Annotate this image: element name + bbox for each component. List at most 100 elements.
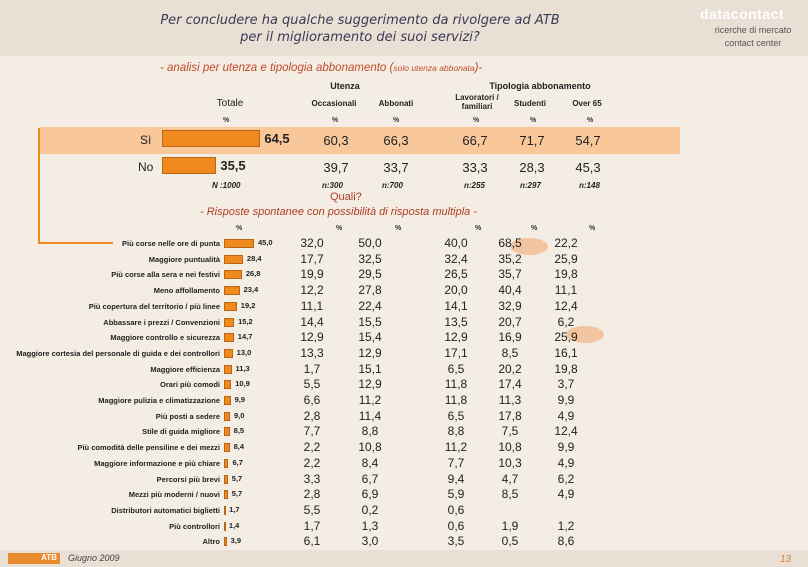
category-label: Maggiore cortesia del personale di guida… [16,348,220,358]
table-cell: 5,5 [303,377,321,392]
table-cell: 25,9 [554,251,578,266]
data-label: 9,0 [234,410,245,420]
n-label: n:255 [464,181,485,190]
abbonati-header: Abbonati [378,99,414,108]
n-label: n:148 [579,181,600,190]
category-label: Più corse alla sera e nei festivi [111,270,220,280]
cell: 66,7 [462,133,488,148]
table-cell: 6,5 [447,408,465,423]
table-cell: 16,9 [498,330,522,345]
table-cell: 17,7 [300,251,324,266]
table-cell: 22,2 [554,236,578,250]
category-label: Più corse nelle ore di punta [122,239,220,248]
n-label: n:297 [520,181,541,190]
bar [224,380,232,390]
cell: 45,3 [575,160,601,175]
data-label: 45,0 [258,238,273,247]
table-cell: 4,9 [557,455,575,470]
table-cell: 32,5 [358,251,382,266]
cell: 71,7 [519,133,545,148]
category-label: Più posti a sedere [155,411,220,421]
pct-label: % [587,117,594,124]
table-cell: 11,1 [300,298,324,313]
table-cell: 32,0 [300,236,324,250]
category-label: Mezzi più moderni / nuovi [128,490,220,500]
category-label: Altro [202,537,221,547]
table-cell: 8,6 [557,534,575,549]
data-label: 28,4 [246,253,262,263]
table-cell: 16,1 [554,345,578,360]
pct-label: % [473,117,480,124]
cell: 66,3 [383,133,409,148]
bar [224,427,230,437]
table-cell: 12,9 [300,330,324,345]
bar [224,270,242,280]
cell: 39,7 [323,160,349,175]
table-cell: 11,2 [358,393,382,407]
pct-label: % [223,117,230,124]
table-cell: 19,8 [554,361,578,376]
data-label: 19,2 [240,300,256,310]
table-cell: 20,7 [498,314,522,329]
bar [224,254,243,264]
table-cell: 6,5 [447,361,465,376]
table-cell: 0,6 [447,502,465,517]
tipologia-header: Tipologia abbonamento [489,81,591,91]
atb-logo: ATB [8,553,60,564]
pct-label: % [531,225,538,232]
category-label: Più copertura del territorio / più linee [88,301,220,311]
row-label-si: Sì [140,133,152,147]
table-cell: 35,7 [498,267,522,282]
total-si: 64,5 [264,131,290,146]
table-cell: 15,4 [358,330,382,345]
category-label: Distributori automatici biglietti [111,505,220,515]
table-cell: 4,9 [557,408,575,423]
highlight-circle [510,238,548,255]
table-cell: 1,9 [501,518,519,533]
table-cell: 20,2 [498,361,522,376]
table-cell: 5,9 [447,487,465,502]
data-label: 9,9 [234,395,246,404]
table-cell: 15,5 [358,314,382,329]
table-cell: 11,2 [444,440,468,455]
logo-sub1: ricerche di mercato [714,25,792,35]
table-cell: 68,5 [498,236,522,250]
table-cell: 9,9 [557,440,575,455]
table-cell: 0,6 [447,518,465,533]
totale-header: Totale [216,98,244,109]
table-cell: 35,2 [498,251,522,266]
table-cell: 6,2 [557,314,575,329]
pct-label: % [530,117,537,124]
table-cell: 26,5 [444,267,468,282]
bar [224,333,234,343]
pct-label: % [395,225,402,232]
bar [224,474,228,484]
quali-title: Quali? [330,191,362,203]
category-label: Maggiore informazione e più chiare [94,458,220,468]
bar [224,239,254,248]
table-cell: 3,7 [557,377,575,392]
table-cell: 25,9 [554,330,578,345]
table-cell: 32,9 [498,298,522,313]
bar [224,364,232,374]
data-label: 15,2 [238,316,253,326]
table-cell: 6,7 [361,471,379,486]
table-cell: 6,6 [303,393,321,407]
data-label: 1,7 [229,504,240,514]
bar [224,521,226,531]
category-label: Maggiore pulizia e climatizzazione [98,396,220,405]
table-cell: 15,1 [358,361,382,376]
cell: 60,3 [323,133,349,148]
table-cell: 8,5 [501,345,519,360]
data-label: 3,9 [230,536,242,546]
n-label: N :1000 [212,181,241,190]
data-label: 5,7 [231,489,243,499]
table-cell: 8,8 [361,424,379,439]
cell: 28,3 [519,160,545,175]
bar [224,443,230,453]
category-label: Maggiore puntualità [148,254,220,264]
data-label: 10,9 [235,379,250,389]
data-label: 14,7 [237,332,253,342]
logo-sub2: contact center [724,38,782,48]
footer-date: Giugno 2009 [68,553,120,563]
